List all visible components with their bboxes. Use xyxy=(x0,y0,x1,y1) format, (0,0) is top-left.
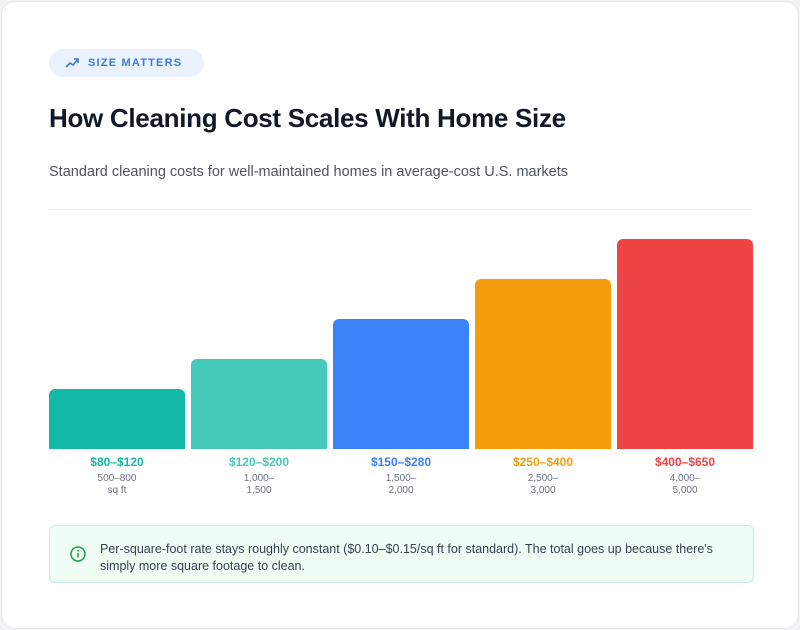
subtitle: Standard cleaning costs for well-maintai… xyxy=(49,164,569,180)
price-label: $150–$280 xyxy=(370,455,432,469)
price-label: $400–$650 xyxy=(654,455,716,469)
bar xyxy=(49,389,185,449)
price-label: $80–$120 xyxy=(90,455,144,469)
price-label: $120–$200 xyxy=(228,455,290,469)
size-text: 4,000–5,000 xyxy=(669,473,701,496)
bar xyxy=(617,239,753,449)
badge: SIZE MATTERS xyxy=(49,49,204,77)
size-text: 2,500–3,000 xyxy=(527,473,559,496)
bar xyxy=(333,319,469,449)
bar xyxy=(191,359,327,449)
size-text: 500–800 sq ft xyxy=(97,473,137,496)
size-label: 1,500–2,000 xyxy=(333,473,469,497)
note-text: Per-square-foot rate stays roughly const… xyxy=(100,542,713,573)
trend-icon xyxy=(65,58,79,68)
size-label: 2,500–3,000 xyxy=(475,473,611,497)
bar xyxy=(475,279,611,449)
badge-text: SIZE MATTERS xyxy=(88,57,183,69)
title: How Cleaning Cost Scales With Home Size xyxy=(49,103,566,133)
note: Per-square-foot rate stays roughly const… xyxy=(49,525,754,583)
size-label: 500–800 sq ft xyxy=(49,473,185,497)
price-label: $250–$400 xyxy=(512,455,574,469)
divider xyxy=(49,209,753,210)
size-text: 1,500–2,000 xyxy=(385,473,417,496)
bars xyxy=(49,222,753,449)
info-icon xyxy=(70,546,86,562)
size-label: 4,000–5,000 xyxy=(617,473,753,497)
size-text: 1,000–1,500 xyxy=(243,473,275,496)
size-label: 1,000–1,500 xyxy=(191,473,327,497)
